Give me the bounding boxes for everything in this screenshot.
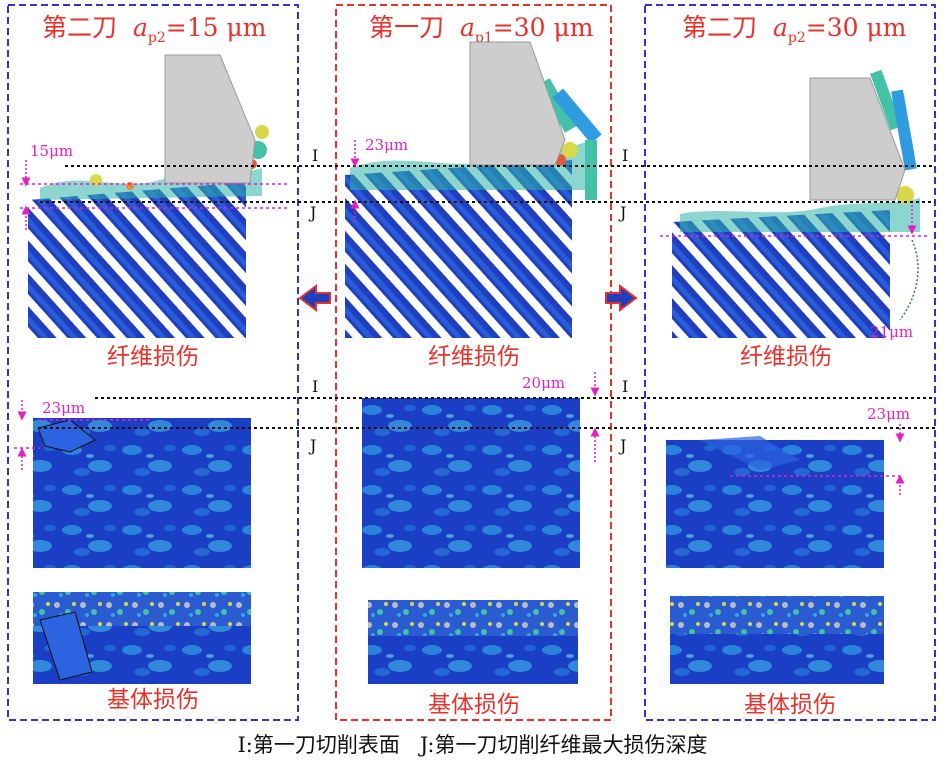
left-panel-title: 第二刀 ap2=15 μm [42, 13, 267, 46]
middle-debris-image [368, 600, 578, 684]
label-j-matrix-left: J [308, 436, 316, 455]
legend-i: I:第一刀切削表面 [237, 733, 400, 757]
label-j-matrix-right: J [618, 436, 626, 455]
left-panel-border [7, 4, 299, 721]
middle-panel-title: 第一刀 ap1=30 μm [369, 13, 594, 46]
legend-j: J:第一刀切削纤维最大损伤深度 [419, 733, 708, 757]
left-fiber-image [28, 54, 269, 338]
left-cutting-tool [164, 54, 256, 184]
left-debris-image [33, 592, 251, 684]
right-debris-image [670, 596, 884, 684]
right-panel-title: 第二刀 ap2=30 μm [682, 13, 907, 46]
right-fiber-label: 纤维损伤 [740, 344, 832, 370]
label-i-matrix-left: I [312, 377, 318, 396]
label-j-fiber-right: J [618, 203, 626, 222]
label-j-fiber-left: J [308, 203, 316, 222]
left-fiber-depth: 15μm [30, 142, 73, 160]
left-matrix-image [33, 418, 251, 568]
middle-matrix-label: 基体损伤 [428, 692, 520, 718]
left-matrix-label: 基体损伤 [107, 687, 199, 713]
middle-fiber-image [345, 41, 602, 338]
left-matrix-depth: 23μm [42, 399, 85, 417]
right-fiber-image [672, 69, 920, 338]
middle-cutting-tool [469, 41, 566, 166]
right-matrix-image [666, 436, 884, 568]
left-fiber-label: 纤维损伤 [107, 344, 199, 370]
arrow-right-icon [605, 284, 638, 312]
right-fiber-depth: 21μm [870, 323, 913, 341]
legend-caption: I:第一刀切削表面 J:第一刀切削纤维最大损伤深度 [0, 729, 945, 759]
middle-panel-border [335, 4, 612, 721]
middle-fiber-label: 纤维损伤 [428, 344, 520, 370]
middle-fiber-depth: 23μm [365, 136, 408, 154]
label-i-fiber-left: I [312, 146, 318, 165]
arrow-left-icon [298, 284, 331, 312]
right-panel-border [644, 4, 936, 721]
right-matrix-depth: 23μm [867, 405, 910, 423]
right-matrix-label: 基体损伤 [744, 692, 836, 718]
middle-matrix-depth: 20μm [522, 374, 565, 392]
middle-matrix-image [362, 398, 580, 568]
right-cutting-tool [809, 77, 906, 201]
label-i-fiber-right: I [622, 146, 628, 165]
label-i-matrix-right: I [622, 377, 628, 396]
